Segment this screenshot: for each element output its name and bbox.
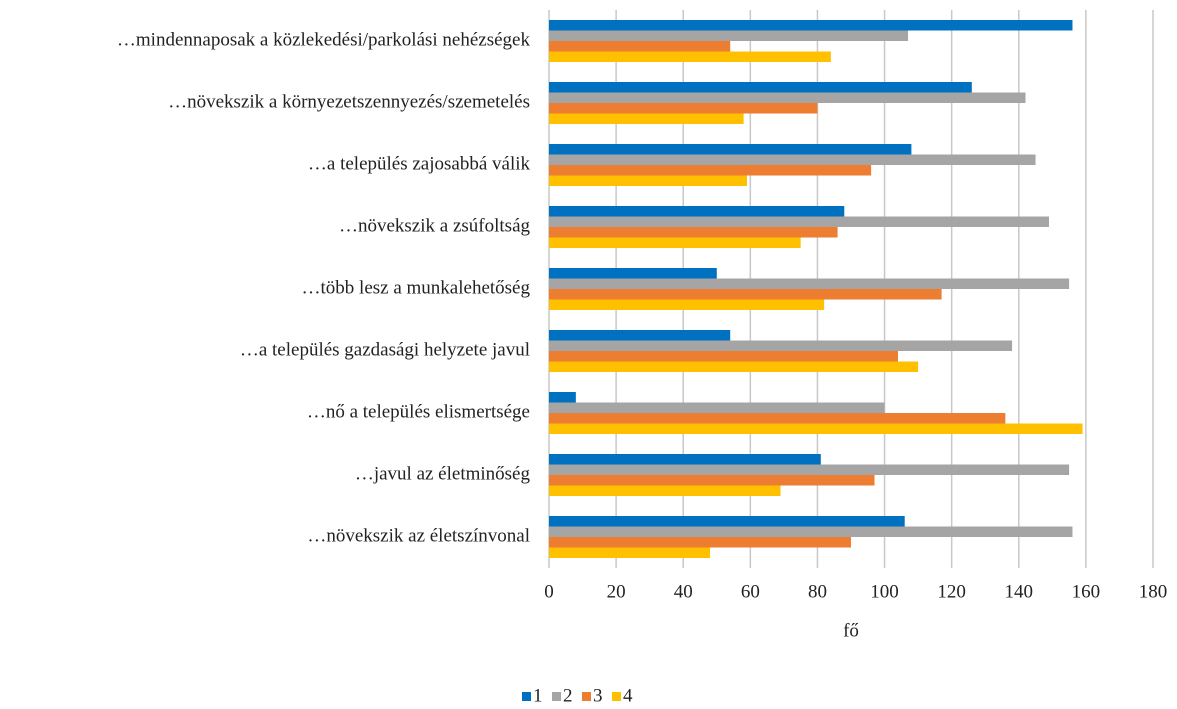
bar <box>549 20 1073 31</box>
bar <box>549 227 838 238</box>
bar <box>549 423 1083 434</box>
bar <box>549 454 821 465</box>
bar <box>549 216 1049 227</box>
bar <box>549 526 1073 537</box>
bar <box>549 340 1013 351</box>
bar <box>549 402 885 413</box>
x-axis-title: fő <box>843 620 859 641</box>
bar <box>549 330 731 341</box>
bar <box>549 413 1006 424</box>
x-tick-label: 100 <box>870 581 899 602</box>
x-tick-label: 40 <box>674 581 693 602</box>
x-tick-label: 160 <box>1072 581 1101 602</box>
bar <box>549 537 851 548</box>
x-tick-label: 0 <box>544 581 554 602</box>
x-tick-label: 180 <box>1139 581 1168 602</box>
bar <box>549 82 972 93</box>
legend-label: 4 <box>623 685 633 706</box>
legend-label: 1 <box>533 685 543 706</box>
y-tick-label: …nő a település elismertsége <box>307 401 530 422</box>
y-tick-label: …javul az életminőség <box>355 463 531 484</box>
bar <box>549 464 1070 475</box>
bar <box>549 547 711 558</box>
bar <box>549 30 909 41</box>
bar <box>549 516 905 527</box>
legend-swatch <box>582 692 591 701</box>
bar <box>549 237 801 248</box>
x-tick-label: 120 <box>937 581 966 602</box>
bar <box>549 361 919 372</box>
bar <box>549 103 818 114</box>
bar <box>549 41 731 52</box>
bar <box>549 92 1026 103</box>
bar <box>549 475 875 486</box>
bar <box>549 154 1036 165</box>
y-tick-label: …több lesz a munkalehetőség <box>302 277 531 298</box>
x-tick-label: 140 <box>1005 581 1034 602</box>
bar <box>549 175 747 186</box>
y-tick-label: …növekszik a környezetszennyezés/szemete… <box>168 91 530 112</box>
bar <box>549 51 831 62</box>
y-tick-label: …a település zajosabbá válik <box>308 153 531 174</box>
y-tick-label: …növekszik az életszínvonal <box>307 525 530 546</box>
bar <box>549 289 942 300</box>
y-tick-label: …növekszik a zsúfoltság <box>339 215 531 236</box>
y-tick-label: …mindennaposak a közlekedési/parkolási n… <box>117 29 531 50</box>
bar <box>549 144 912 155</box>
legend-swatch <box>552 692 561 701</box>
bar <box>549 351 898 362</box>
y-tick-label: …a település gazdasági helyzete javul <box>240 339 530 360</box>
x-tick-label: 60 <box>741 581 760 602</box>
bar <box>549 392 576 403</box>
bar <box>549 113 744 124</box>
bar <box>549 206 845 217</box>
bar <box>549 268 717 279</box>
bar <box>549 299 825 310</box>
x-tick-label: 80 <box>808 581 827 602</box>
bar <box>549 485 781 496</box>
legend-label: 3 <box>593 685 603 706</box>
x-tick-label: 20 <box>607 581 626 602</box>
legend-label: 2 <box>563 685 573 706</box>
legend-swatch <box>612 692 621 701</box>
legend-swatch <box>522 692 531 701</box>
bar <box>549 165 872 176</box>
bar <box>549 278 1070 289</box>
